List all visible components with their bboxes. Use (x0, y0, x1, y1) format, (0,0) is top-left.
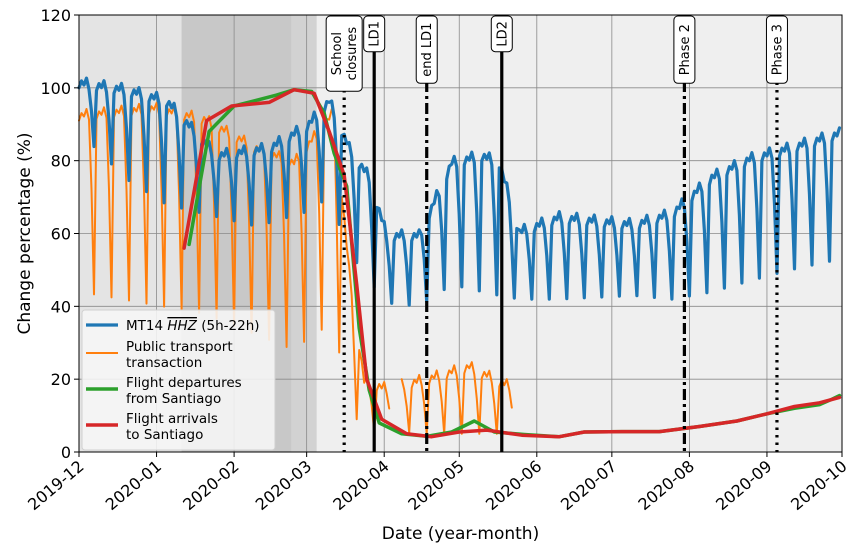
event-label-box-3 (415, 15, 438, 84)
event-label-6: Phase 3 (765, 15, 788, 84)
x-axis-label: Date (year-month) (382, 524, 539, 544)
event-label-box-4 (490, 15, 513, 53)
event-label-box-1 (325, 15, 363, 92)
x-tick-label-2020-01: 2020-01 (102, 457, 165, 515)
event-label-text-6: Phase 3 (770, 24, 785, 75)
legend-label-1-prefix: MT14 (126, 318, 167, 334)
y-tick-label-100: 100 (40, 79, 71, 98)
event-label-line-1-1: School (330, 32, 345, 75)
y-axis-label: Change percentage (%) (15, 132, 35, 334)
x-tick-label-2020-05: 2020-05 (404, 457, 467, 515)
event-label-line-4-1: LD2 (495, 21, 510, 47)
event-label-line-5-1: Phase 2 (678, 24, 693, 75)
legend-label-2-line-2: transaction (126, 355, 202, 371)
event-lines: Schoolclosures LD1 end LD1 LD2 Phase 2 Phase … (325, 15, 788, 452)
legend-label-1-suffix: (5h-22h) (197, 318, 260, 334)
series-line-4 (182, 87, 842, 439)
event-label-text-1: Schoolclosures (330, 27, 360, 81)
legend-label-4-line-1: Flight arrivals (126, 411, 218, 427)
x-tick-label-2020-06: 2020-06 (482, 457, 545, 515)
legend-label-2: Public transport transaction (126, 339, 233, 371)
x-tick-label-2020-07: 2020-07 (557, 457, 620, 515)
legend-label-4-line-2: to Santiago (126, 427, 203, 443)
x-tick-label-2020-08: 2020-08 (635, 457, 698, 515)
legend-label-3-line-2: from Santiago (126, 391, 221, 407)
event-label-4: LD2 (490, 15, 513, 53)
event-label-text-5: Phase 2 (678, 24, 693, 75)
y-tick-label-0: 0 (61, 443, 71, 462)
y-tick-label-120: 120 (40, 6, 71, 25)
x-tick-label-2019-12: 2019-12 (24, 457, 87, 515)
event-label-text-4: LD2 (495, 21, 510, 47)
legend-label-1-overline: HHZ (167, 318, 197, 334)
event-label-box-5 (673, 15, 696, 84)
legend-label-3-line-1: Flight departures (126, 375, 242, 391)
x-axis-ticks: 2019-12 2020-01 2020-02 2020-03 2020-04 2020-… (24, 452, 850, 514)
legend: MT14 HHZ (5h-22h) Public transport transac… (81, 309, 276, 451)
y-tick-label-20: 20 (51, 370, 71, 389)
legend-label-1: MT14 HHZ (5h-22h) (126, 318, 260, 334)
y-tick-label-80: 80 (51, 152, 71, 171)
event-label-line-2-1: LD1 (368, 21, 383, 47)
event-label-text-2: LD1 (368, 21, 383, 47)
event-label-line-6-1: Phase 3 (770, 24, 785, 75)
x-tick-label-2020-09: 2020-09 (712, 457, 775, 515)
y-axis-ticks: 0 20 40 60 80 100 120 (40, 6, 79, 462)
x-tick-label-2020-03: 2020-03 (252, 457, 315, 515)
event-label-2: LD1 (363, 15, 386, 53)
legend-box (81, 309, 276, 451)
event-label-1: Schoolclosures (325, 15, 363, 92)
event-label-line-1-2: closures (345, 27, 360, 81)
x-tick-label-2020-10: 2020-10 (787, 457, 850, 515)
event-label-3: end LD1 (415, 15, 438, 84)
event-label-5: Phase 2 (673, 15, 696, 84)
event-label-text-3: end LD1 (420, 23, 435, 77)
y-tick-label-40: 40 (51, 297, 71, 316)
legend-label-4: Flight arrivals to Santiago (126, 411, 218, 443)
legend-label-2-line-1: Public transport (126, 339, 233, 355)
event-label-box-6 (765, 15, 788, 84)
event-label-line-3-1: end LD1 (420, 23, 435, 77)
legend-label-3: Flight departures from Santiago (126, 375, 242, 407)
series-line-2-part-2 (400, 361, 513, 435)
event-label-box-2 (363, 15, 386, 53)
y-tick-label-60: 60 (51, 225, 71, 244)
x-tick-label-2020-02: 2020-02 (179, 457, 242, 515)
x-tick-label-2020-04: 2020-04 (329, 457, 392, 515)
